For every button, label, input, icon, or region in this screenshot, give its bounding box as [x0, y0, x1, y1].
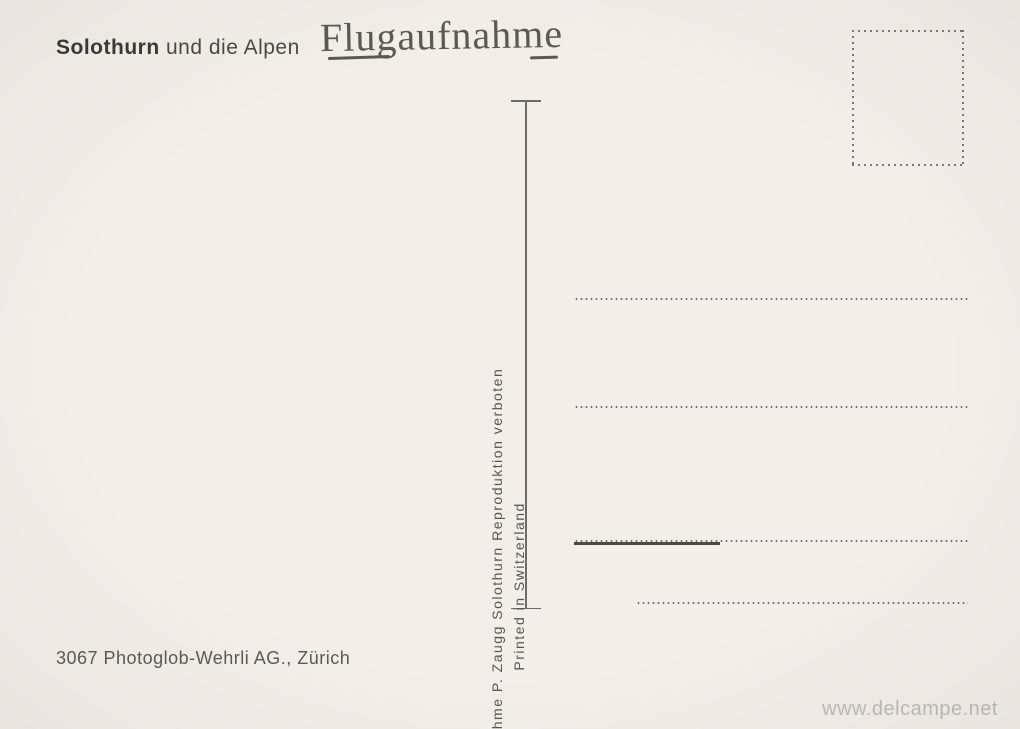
- address-line-4: [636, 602, 968, 604]
- card-title: Solothurn und die Alpen: [56, 36, 300, 60]
- publisher-credit-vertical: Flugaufnahme P. Zaugg Solothurn Reproduk…: [497, 100, 521, 609]
- address-line-2: [574, 406, 968, 408]
- watermark: www.delcampe.net: [822, 698, 998, 721]
- postcard-back: Solothurn und die Alpen Flugaufnahme Flu…: [0, 0, 1020, 729]
- credit-line1: Flugaufnahme P. Zaugg Solothurn Reproduk…: [490, 368, 506, 729]
- title-bold: Solothurn: [56, 36, 160, 59]
- address-line-1: [574, 298, 968, 300]
- address-line-3-solid: [574, 542, 720, 545]
- handwriting-underline-2: [530, 56, 558, 59]
- credit-line2: Printed in Switzerland: [512, 502, 528, 670]
- title-rest: und die Alpen: [160, 36, 300, 59]
- publisher-footer: 3067 Photoglob-Wehrli AG., Zürich: [56, 648, 350, 669]
- stamp-placeholder: [850, 28, 966, 168]
- handwritten-note: Flugaufnahme: [320, 10, 564, 61]
